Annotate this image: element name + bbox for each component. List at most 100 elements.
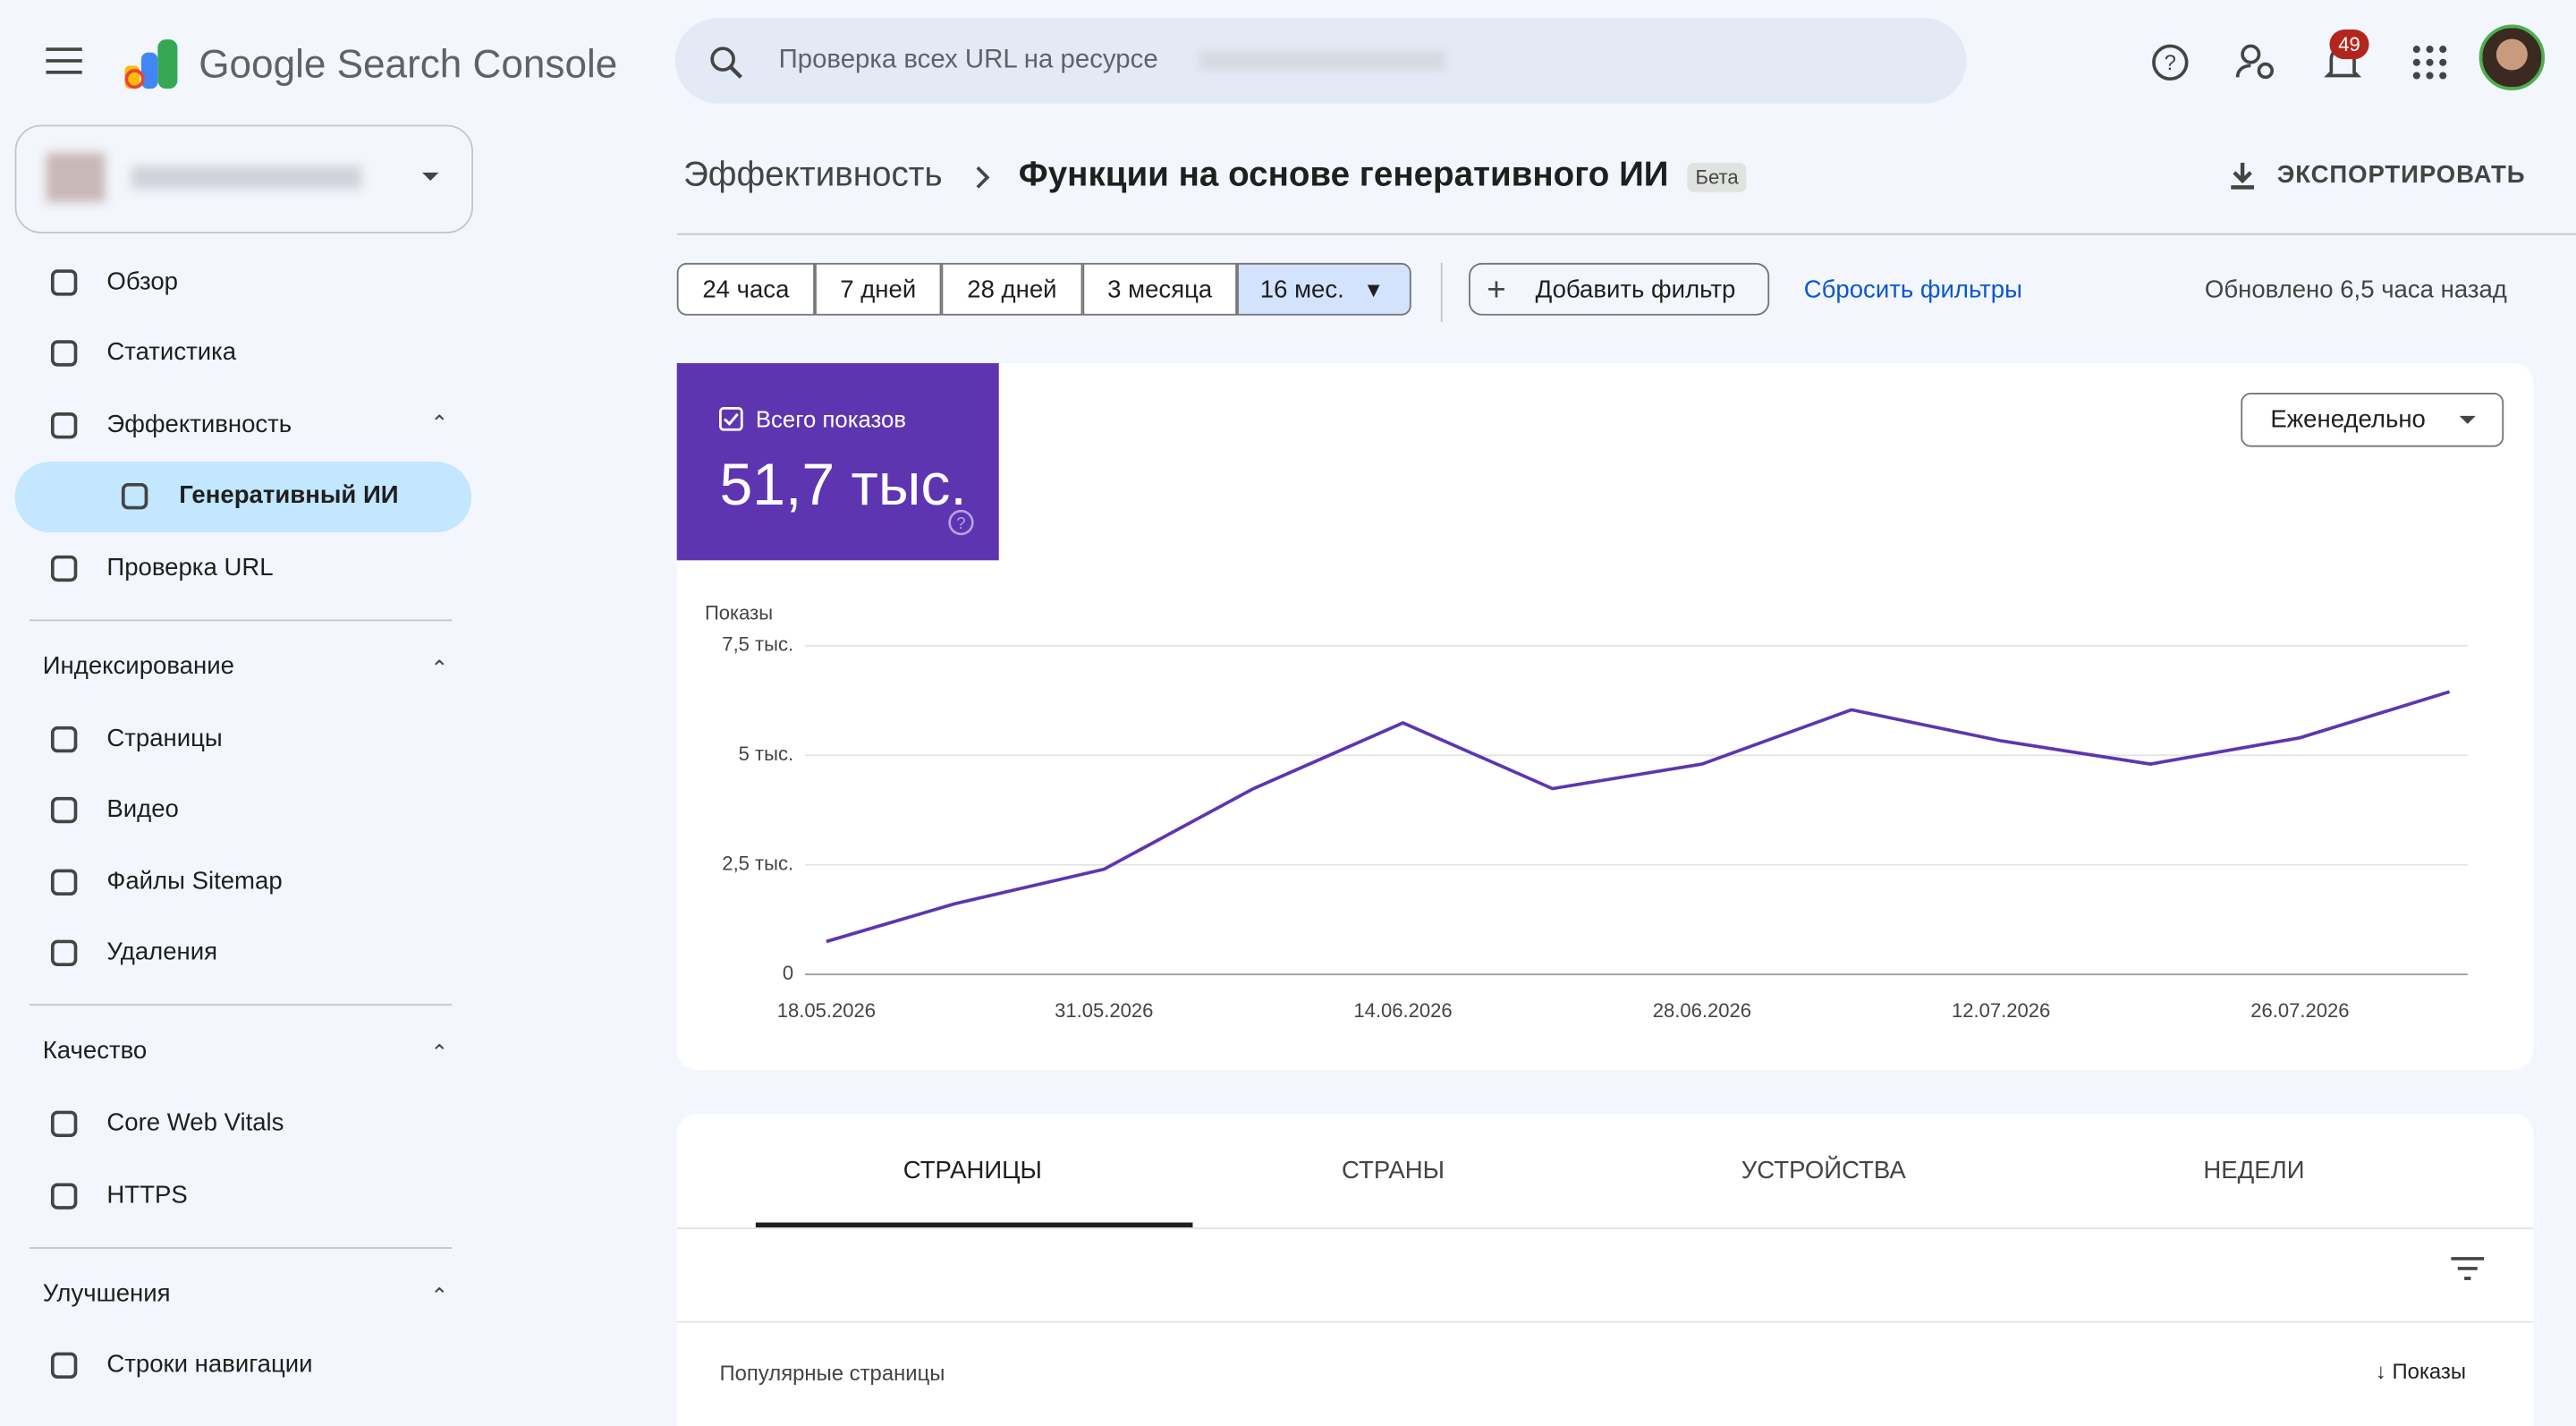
nav-icon [50, 412, 78, 439]
table-title: Популярные страницы [719, 1360, 945, 1386]
add-filter[interactable]: + Добавить фильтр [1469, 262, 1770, 316]
divider [676, 1227, 2534, 1229]
updated-note: Обновлено 6,5 часа назад [2204, 276, 2507, 304]
nav-item[interactable]: Страницы [106, 724, 223, 752]
sort-column-label: Показы [2392, 1358, 2467, 1384]
x-tick-label: 18.05.2026 [777, 999, 876, 1022]
nav-item[interactable]: Проверка URL [106, 553, 274, 582]
metric-checkbox[interactable] [718, 406, 744, 432]
nav-item[interactable]: Удаления [106, 938, 218, 967]
nav-divider [30, 619, 453, 622]
help-icon[interactable]: ? [2148, 41, 2191, 84]
svg-text:?: ? [956, 514, 965, 532]
nav-item[interactable]: Видео [106, 795, 179, 824]
export-icon [2231, 162, 2254, 190]
range-button[interactable]: 28 дней [941, 262, 1083, 316]
nav-icon [50, 797, 78, 824]
chevron: ⌃ [430, 1040, 449, 1065]
nav-item[interactable]: Генеративный ИИ [179, 481, 399, 510]
nav-icon [50, 1352, 78, 1379]
reset-filters[interactable]: Сбросить фильтры [1803, 276, 2022, 304]
search-placeholder: Проверка всех URL на ресурсе [778, 46, 1158, 74]
nav-icon [50, 726, 78, 752]
x-tick-label: 26.07.2026 [2250, 999, 2349, 1022]
product-name: Google Search Console [199, 42, 618, 88]
nav-icon [50, 340, 78, 367]
nav-item[interactable]: Обзор [106, 267, 178, 296]
tab-indicator [755, 1222, 1193, 1228]
users-icon[interactable] [2234, 41, 2277, 84]
nav-item[interactable]: Статистика [106, 338, 237, 367]
nav-selected[interactable] [14, 462, 472, 533]
menu-icon[interactable] [46, 46, 82, 75]
avatar[interactable] [2479, 24, 2546, 91]
metric-card[interactable] [676, 362, 999, 561]
page-title: Функции на основе генеративного ИИ [1018, 156, 1669, 194]
blurred-property [131, 166, 362, 190]
apps-icon[interactable] [2410, 43, 2449, 82]
nav-icon [50, 555, 78, 582]
beta-badge: Бета [1687, 162, 1747, 192]
y-axis-title: Показы [705, 602, 773, 624]
breadcrumb-parent[interactable]: Эффективность [683, 156, 943, 194]
nav-icon [121, 482, 148, 510]
nav-icon [50, 940, 78, 967]
metric-help[interactable]: ? [946, 508, 976, 538]
nav-item[interactable]: Эффективность [106, 411, 292, 439]
blurred-favicon [46, 152, 106, 202]
nav-item[interactable]: Core Web Vitals [106, 1108, 284, 1138]
divider [676, 233, 2576, 235]
nav-icon [50, 1182, 78, 1210]
x-tick-label: 28.06.2026 [1653, 999, 1751, 1022]
metric-label: Всего показов [755, 405, 906, 433]
sort-column[interactable]: ↓ Показы [2375, 1358, 2467, 1384]
filter-icon[interactable] [2450, 1255, 2486, 1281]
dropdown-arrow: ▾ [1360, 276, 1380, 304]
blurred-url [1199, 50, 1446, 71]
nav-item[interactable]: Строки навигации [106, 1351, 313, 1379]
range-button[interactable]: 24 часа [676, 262, 816, 316]
x-tick-label: 12.07.2026 [1952, 999, 2050, 1022]
separator [1440, 262, 1443, 322]
tab[interactable]: УСТРОЙСТВА [1741, 1157, 1906, 1185]
range-button[interactable]: 3 месяца [1082, 262, 1238, 316]
granularity-select[interactable]: Еженедельно [2241, 392, 2504, 447]
tab[interactable]: НЕДЕЛИ [2203, 1157, 2305, 1185]
y-tick-label: 7,5 тыс. [722, 633, 793, 656]
nav-icon [50, 1110, 78, 1138]
y-tick-label: 5 тыс. [739, 743, 793, 765]
nav-icon [50, 269, 78, 296]
range-button[interactable]: 16 мес. ▾ [1237, 262, 1411, 316]
metric-value: 51,7 тыс. [719, 450, 967, 518]
section-title[interactable]: Качество [42, 1037, 148, 1065]
svg-text:?: ? [2165, 51, 2176, 75]
section-title[interactable]: Индексирование [42, 652, 234, 681]
add-filter-label: Добавить фильтр [1535, 276, 1736, 304]
chevron: ⌃ [430, 655, 449, 681]
table-card [676, 1114, 2534, 1426]
logo [124, 39, 178, 89]
chevron: ⌃ [430, 411, 449, 436]
y-tick-label: 0 [783, 962, 793, 984]
divider [676, 1320, 2534, 1323]
notification-badge: 49 [2329, 30, 2369, 60]
nav-icon [50, 869, 78, 895]
nav-item[interactable]: Файлы Sitemap [106, 867, 283, 895]
nav-divider [30, 1004, 453, 1006]
x-tick-label: 14.06.2026 [1353, 999, 1452, 1022]
tab[interactable]: СТРАНЫ [1342, 1157, 1445, 1185]
nav-item[interactable]: HTTPS [106, 1180, 188, 1210]
x-tick-label: 31.05.2026 [1055, 999, 1153, 1022]
granularity-label: Еженедельно [2270, 405, 2426, 434]
section-title[interactable]: Улучшения [42, 1279, 171, 1308]
range-button[interactable]: 7 дней [815, 262, 942, 316]
nav-divider [30, 1246, 453, 1249]
export-button[interactable]: ЭКСПОРТИРОВАТЬ [2276, 160, 2526, 190]
chevron: ⌃ [430, 1282, 449, 1308]
tab[interactable]: СТРАНИЦЫ [902, 1157, 1042, 1185]
y-tick-label: 2,5 тыс. [722, 853, 793, 875]
